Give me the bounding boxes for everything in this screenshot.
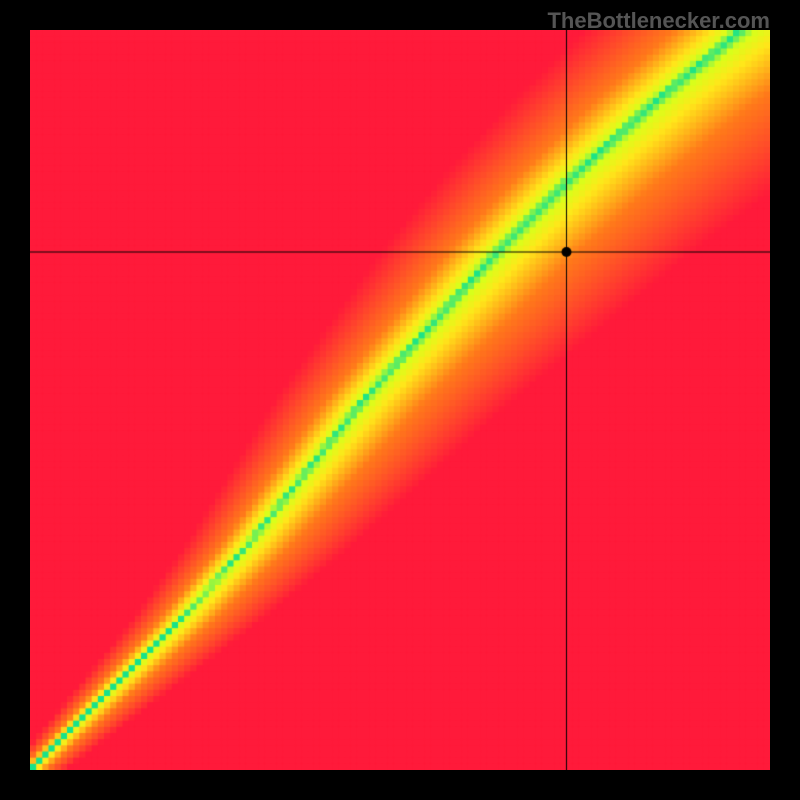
heatmap-canvas [30,30,770,770]
heatmap-container [30,30,770,775]
watermark-text: TheBottlenecker.com [547,8,770,34]
